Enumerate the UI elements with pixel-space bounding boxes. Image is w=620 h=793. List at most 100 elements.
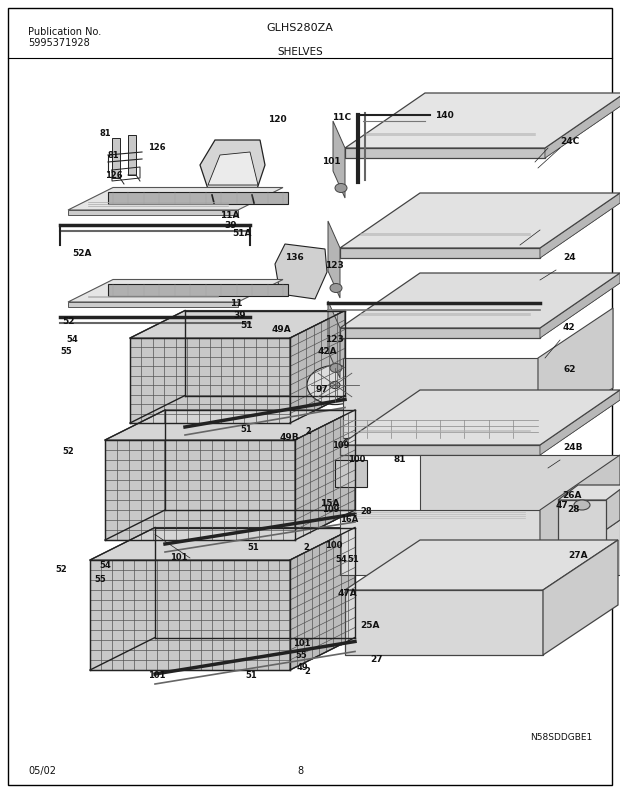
Polygon shape bbox=[128, 135, 136, 175]
Text: 52A: 52A bbox=[72, 248, 92, 258]
Polygon shape bbox=[328, 301, 340, 378]
Polygon shape bbox=[540, 455, 620, 575]
Text: 49A: 49A bbox=[272, 325, 292, 335]
Text: 51: 51 bbox=[245, 671, 257, 680]
Polygon shape bbox=[540, 273, 620, 338]
Text: 42A: 42A bbox=[318, 347, 338, 357]
Polygon shape bbox=[90, 560, 290, 670]
Text: 51: 51 bbox=[240, 320, 252, 330]
Text: 49: 49 bbox=[297, 664, 309, 672]
Ellipse shape bbox=[330, 284, 342, 293]
Polygon shape bbox=[543, 540, 618, 655]
Text: 52: 52 bbox=[62, 447, 74, 457]
Polygon shape bbox=[108, 191, 288, 204]
Polygon shape bbox=[130, 311, 345, 338]
Polygon shape bbox=[68, 302, 238, 307]
Polygon shape bbox=[340, 193, 620, 248]
Polygon shape bbox=[90, 527, 355, 560]
Text: 81: 81 bbox=[108, 151, 120, 159]
Polygon shape bbox=[68, 210, 238, 215]
Polygon shape bbox=[340, 283, 620, 338]
Text: 101: 101 bbox=[293, 638, 311, 648]
Polygon shape bbox=[340, 520, 620, 575]
Polygon shape bbox=[340, 328, 540, 338]
Polygon shape bbox=[420, 455, 620, 575]
Text: 2: 2 bbox=[304, 668, 310, 676]
Text: 109: 109 bbox=[322, 505, 339, 515]
Text: 101: 101 bbox=[322, 158, 340, 167]
Text: 120: 120 bbox=[268, 116, 286, 125]
Text: 100: 100 bbox=[325, 541, 342, 550]
Text: GLHS280ZA: GLHS280ZA bbox=[267, 23, 334, 33]
Text: 39: 39 bbox=[233, 312, 246, 320]
Polygon shape bbox=[290, 527, 355, 670]
Polygon shape bbox=[340, 390, 620, 445]
Polygon shape bbox=[275, 244, 327, 299]
Text: Publication No.: Publication No. bbox=[28, 27, 101, 37]
Text: 100: 100 bbox=[348, 455, 365, 465]
Polygon shape bbox=[345, 93, 620, 148]
Text: 54: 54 bbox=[66, 335, 78, 344]
Polygon shape bbox=[558, 500, 606, 580]
Text: 55: 55 bbox=[295, 652, 307, 661]
Text: 39: 39 bbox=[224, 220, 237, 229]
Text: 140: 140 bbox=[435, 110, 454, 120]
Polygon shape bbox=[545, 93, 620, 158]
Text: 24: 24 bbox=[563, 254, 575, 262]
Polygon shape bbox=[340, 400, 620, 455]
Polygon shape bbox=[345, 103, 620, 158]
Text: 54: 54 bbox=[335, 556, 347, 565]
Polygon shape bbox=[328, 221, 340, 298]
Text: 55: 55 bbox=[60, 347, 72, 357]
Text: 28: 28 bbox=[567, 505, 580, 515]
Text: 54: 54 bbox=[99, 561, 111, 569]
Text: 25A: 25A bbox=[360, 620, 379, 630]
Ellipse shape bbox=[574, 500, 590, 510]
Polygon shape bbox=[558, 485, 620, 500]
Polygon shape bbox=[108, 284, 288, 296]
Polygon shape bbox=[340, 510, 540, 575]
Text: 5995371928: 5995371928 bbox=[28, 38, 90, 48]
Text: 81: 81 bbox=[393, 455, 405, 465]
Text: 51A: 51A bbox=[232, 229, 252, 239]
Text: 27: 27 bbox=[370, 656, 383, 665]
Text: 51: 51 bbox=[247, 543, 259, 553]
Polygon shape bbox=[105, 410, 355, 440]
Text: 2: 2 bbox=[303, 543, 309, 553]
Text: 47A: 47A bbox=[338, 588, 358, 597]
Ellipse shape bbox=[330, 363, 342, 373]
Text: 16A: 16A bbox=[340, 515, 358, 524]
Polygon shape bbox=[345, 540, 618, 590]
Polygon shape bbox=[105, 440, 295, 540]
Polygon shape bbox=[340, 273, 620, 328]
Polygon shape bbox=[345, 148, 545, 158]
Polygon shape bbox=[68, 279, 283, 302]
Text: 8: 8 bbox=[297, 766, 303, 776]
Text: 47: 47 bbox=[556, 500, 569, 509]
Polygon shape bbox=[130, 338, 290, 423]
Text: 2: 2 bbox=[305, 427, 311, 436]
Polygon shape bbox=[295, 410, 355, 540]
Polygon shape bbox=[112, 138, 120, 178]
Text: 97: 97 bbox=[315, 385, 328, 394]
Polygon shape bbox=[345, 590, 543, 655]
Polygon shape bbox=[340, 248, 540, 258]
Polygon shape bbox=[538, 308, 613, 438]
Polygon shape bbox=[290, 311, 345, 423]
Polygon shape bbox=[335, 460, 367, 487]
Text: N58SDDGBE1: N58SDDGBE1 bbox=[529, 734, 592, 742]
Ellipse shape bbox=[343, 438, 359, 450]
Text: 123: 123 bbox=[325, 335, 343, 344]
Text: 52: 52 bbox=[62, 317, 74, 327]
Text: 62: 62 bbox=[563, 366, 575, 374]
Ellipse shape bbox=[307, 366, 363, 404]
Polygon shape bbox=[68, 187, 283, 210]
Text: 11A: 11A bbox=[220, 210, 239, 220]
Text: 123: 123 bbox=[325, 260, 343, 270]
Polygon shape bbox=[340, 445, 540, 455]
Text: SHELVES: SHELVES bbox=[277, 47, 323, 57]
Polygon shape bbox=[333, 121, 345, 198]
Text: 55: 55 bbox=[94, 576, 106, 584]
Text: 24C: 24C bbox=[560, 137, 579, 147]
Text: 27A: 27A bbox=[568, 550, 588, 560]
